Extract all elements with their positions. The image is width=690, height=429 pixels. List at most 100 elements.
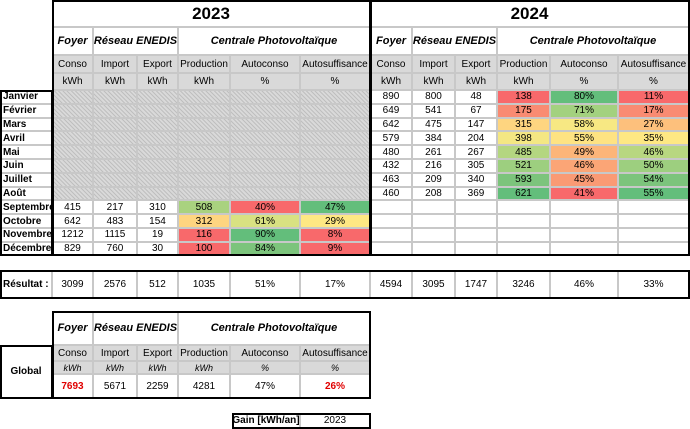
empty-cell [370, 200, 412, 215]
result-cell: 512 [137, 270, 178, 298]
empty-cell [230, 145, 300, 159]
value-cell: 384 [412, 131, 455, 146]
result-cell: 3099 [52, 270, 93, 298]
empty-cell [455, 214, 497, 228]
column-header: Production [497, 55, 550, 73]
empty-cell [455, 200, 497, 215]
month-label: Mars [0, 117, 52, 132]
empty-cell [93, 159, 137, 173]
value-cell: 480 [370, 145, 412, 159]
column-header: Conso [52, 55, 93, 73]
unit: % [618, 73, 689, 90]
empty-cell [137, 159, 178, 173]
value-cell: 100 [178, 241, 230, 256]
result-cell: 51% [230, 270, 300, 298]
global-label: Global [0, 345, 52, 398]
value-cell: 521 [497, 159, 550, 173]
value-cell: 46% [550, 159, 618, 173]
value-cell: 1115 [93, 228, 137, 242]
value-cell: 50% [618, 159, 689, 173]
empty-cell [137, 145, 178, 159]
unit: kWh [93, 73, 137, 90]
global-value: 4281 [178, 374, 230, 398]
empty-cell [550, 214, 618, 228]
value-cell: 58% [550, 117, 618, 132]
value-cell: 760 [93, 241, 137, 256]
month-label: Septembre [0, 200, 52, 215]
value-cell: 890 [370, 90, 412, 104]
value-cell: 369 [455, 186, 497, 201]
unit: kWh [52, 73, 93, 90]
value-cell: 475 [412, 117, 455, 132]
value-cell: 138 [497, 90, 550, 104]
value-cell: 463 [370, 172, 412, 187]
group-header: Centrale Photovoltaïque [178, 311, 370, 345]
empty-cell [497, 200, 550, 215]
empty-cell [178, 90, 230, 104]
global-value: 2259 [137, 374, 178, 398]
value-cell: 621 [497, 186, 550, 201]
value-cell: 315 [497, 117, 550, 132]
value-cell: 483 [93, 214, 137, 228]
result-cell: 4594 [370, 270, 412, 298]
value-cell: 9% [300, 241, 370, 256]
result-cell: 3246 [497, 270, 550, 298]
value-cell: 579 [370, 131, 412, 146]
value-cell: 208 [412, 186, 455, 201]
month-label: Mai [0, 145, 52, 159]
empty-cell [178, 117, 230, 132]
year-header: 2024 [370, 0, 689, 27]
group-header: Centrale Photovoltaïque [178, 27, 370, 55]
unit: kWh [137, 73, 178, 90]
global-value: 47% [230, 374, 300, 398]
column-header: Production [178, 345, 230, 361]
column-header: Autosuffisance [300, 55, 370, 73]
empty-cell [300, 131, 370, 146]
group-header: Foyer [370, 27, 412, 55]
gain-value: 2023 [300, 413, 370, 428]
column-header: Import [412, 55, 455, 73]
year-header: 2023 [52, 0, 370, 27]
value-cell: 154 [137, 214, 178, 228]
empty-cell [370, 214, 412, 228]
unit: kWh [178, 361, 230, 374]
result-cell: 3095 [412, 270, 455, 298]
empty-cell [178, 186, 230, 201]
global-value: 5671 [93, 374, 137, 398]
empty-cell [370, 241, 412, 256]
empty-cell [178, 145, 230, 159]
unit: % [230, 73, 300, 90]
value-cell: 541 [412, 103, 455, 118]
value-cell: 829 [52, 241, 93, 256]
group-header: Réseau ENEDIS [93, 27, 178, 55]
empty-cell [178, 103, 230, 118]
value-cell: 209 [412, 172, 455, 187]
empty-cell [455, 228, 497, 242]
result-cell: 2576 [93, 270, 137, 298]
column-header: Conso [52, 345, 93, 361]
empty-cell [618, 200, 689, 215]
empty-cell [230, 186, 300, 201]
empty-cell [412, 214, 455, 228]
unit: % [230, 361, 300, 374]
empty-cell [370, 228, 412, 242]
value-cell: 267 [455, 145, 497, 159]
empty-cell [137, 90, 178, 104]
column-header: Autoconso [230, 345, 300, 361]
empty-cell [300, 172, 370, 187]
empty-cell [412, 241, 455, 256]
month-label: Décembre [0, 241, 52, 256]
unit: % [300, 361, 370, 374]
value-cell: 54% [618, 172, 689, 187]
value-cell: 649 [370, 103, 412, 118]
result-cell: 17% [300, 270, 370, 298]
column-header: Export [455, 55, 497, 73]
empty-cell [137, 172, 178, 187]
unit: kWh [370, 73, 412, 90]
empty-cell [230, 103, 300, 118]
value-cell: 55% [550, 131, 618, 146]
column-header: Autosuffisance [300, 345, 370, 361]
value-cell: 508 [178, 200, 230, 215]
column-header: Autosuffisance [618, 55, 689, 73]
empty-cell [412, 200, 455, 215]
